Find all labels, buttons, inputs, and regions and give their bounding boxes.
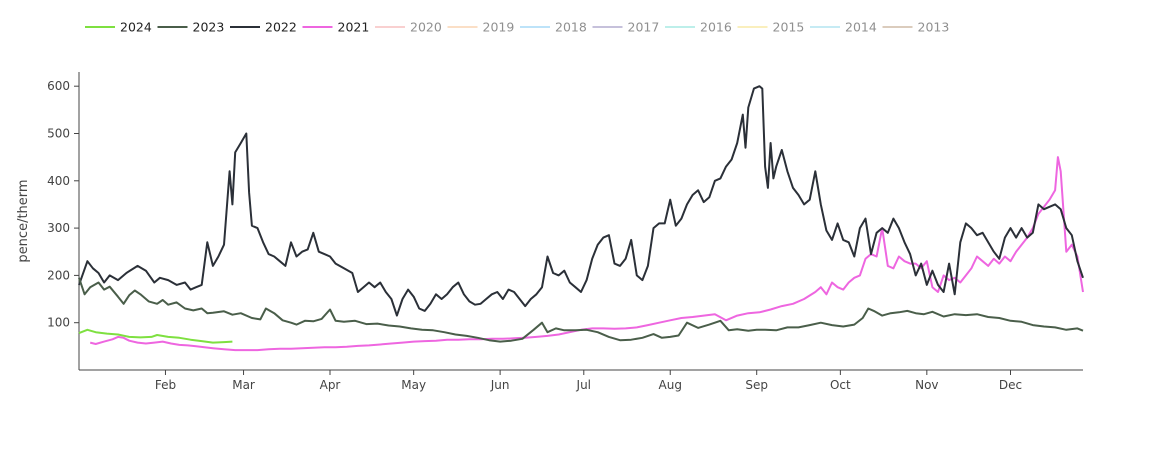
legend-item-2016[interactable]: 2016 [665, 20, 732, 35]
legend-label: 2021 [338, 20, 370, 35]
legend-item-2013[interactable]: 2013 [882, 20, 950, 35]
y-tick-label: 500 [47, 126, 70, 140]
legend-label: 2023 [193, 20, 225, 35]
series-line-2024[interactable] [78, 328, 233, 344]
x-tick-label: Dec [999, 378, 1022, 392]
legend-label: 2024 [120, 20, 152, 35]
y-tick-label: 300 [47, 221, 70, 235]
y-tick-label: 100 [47, 316, 70, 330]
legend-item-2021[interactable]: 2021 [302, 20, 370, 35]
series-line-2022[interactable] [78, 85, 1084, 317]
legend-label: 2018 [555, 20, 587, 35]
x-tick-label: Sep [745, 378, 768, 392]
x-tick-label: Apr [320, 378, 341, 392]
legend-label: 2016 [700, 20, 732, 35]
x-tick-label: Jul [576, 378, 591, 392]
legend-item-2017[interactable]: 2017 [592, 20, 660, 35]
legend-item-2019[interactable]: 2019 [447, 20, 515, 35]
series-line-2021[interactable] [89, 156, 1084, 352]
legend-label: 2013 [918, 20, 950, 35]
x-tick-label: Aug [659, 378, 682, 392]
legend-item-2020[interactable]: 2020 [375, 20, 442, 35]
legend-item-2014[interactable]: 2014 [810, 20, 877, 35]
series-lines [78, 85, 1084, 352]
legend: 2024 2023 2022 2021 2020 2019 2018 2017 2016 2015… [85, 20, 949, 35]
x-tick-label: Feb [155, 378, 176, 392]
x-tick-label: Oct [830, 378, 851, 392]
legend-label: 2015 [773, 20, 805, 35]
legend-label: 2014 [845, 20, 877, 35]
y-axis-title: pence/therm [16, 179, 31, 262]
x-tick-label: Jun [490, 378, 510, 392]
legend-label: 2019 [483, 20, 515, 35]
x-tick-label: Nov [915, 378, 938, 392]
legend-label: 2017 [628, 20, 660, 35]
x-tick-labels: Feb Mar Apr May Jun Jul Aug Sep Oct Nov Dec [155, 370, 1022, 392]
legend-item-2022[interactable]: 2022 [230, 20, 297, 35]
x-tick-label: May [401, 378, 426, 392]
legend-item-2024[interactable]: 2024 [85, 20, 152, 35]
legend-item-2018[interactable]: 2018 [520, 20, 587, 35]
legend-item-2023[interactable]: 2023 [157, 20, 225, 35]
y-tick-label: 200 [47, 268, 70, 282]
plot-area: 100 200 300 400 500 600 Feb Mar Apr May Jun Jul Aug… [47, 72, 1084, 392]
legend-label: 2020 [410, 20, 442, 35]
y-tick-labels: 100 200 300 400 500 600 [47, 79, 79, 330]
y-tick-label: 400 [47, 174, 70, 188]
y-tick-label: 600 [47, 79, 70, 93]
series-line-2023[interactable] [78, 277, 1084, 343]
legend-item-2015[interactable]: 2015 [737, 20, 805, 35]
x-tick-label: Mar [232, 378, 255, 392]
legend-label: 2022 [265, 20, 297, 35]
